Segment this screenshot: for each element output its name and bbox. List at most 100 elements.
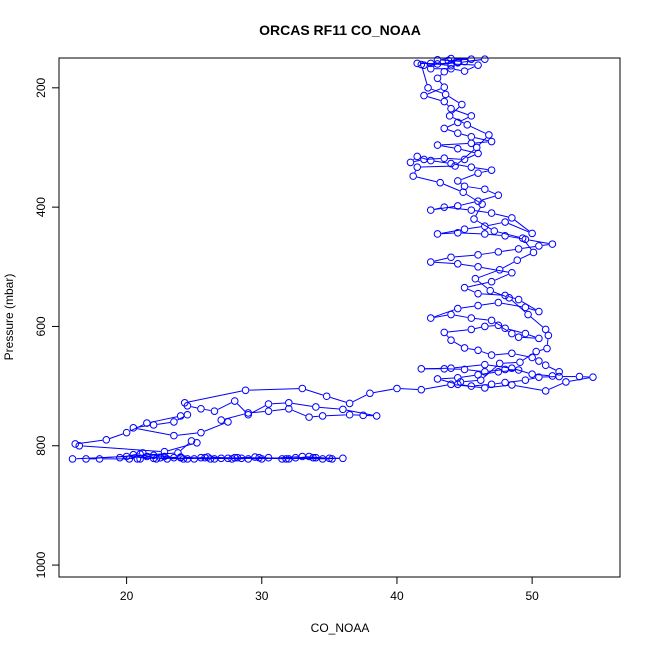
x-tick-label-50: 50 (525, 589, 539, 603)
data-point (170, 431, 178, 440)
data-point (487, 380, 496, 389)
data-point (95, 455, 104, 463)
data-point (102, 435, 111, 444)
data-point (514, 245, 523, 253)
data-point (544, 331, 553, 340)
data-point (521, 376, 530, 384)
series-segment (481, 251, 495, 255)
series-segment (528, 308, 536, 311)
data-point (460, 67, 469, 75)
series-segment (305, 389, 324, 396)
data-point (447, 54, 455, 63)
series-segment (466, 193, 480, 203)
series-segment (460, 117, 469, 122)
data-point (228, 455, 236, 463)
data-point (548, 240, 557, 248)
series-segment (441, 232, 455, 235)
series-segment (460, 182, 462, 185)
data-point (453, 177, 462, 185)
data-point (467, 382, 476, 390)
data-point (501, 324, 509, 333)
data-point (440, 154, 449, 163)
data-point (420, 91, 428, 100)
data-point (467, 206, 476, 214)
data-point (82, 455, 90, 463)
series-segment (502, 248, 515, 252)
series-segment (447, 129, 455, 133)
series-segment (530, 316, 544, 328)
series-layer (68, 54, 597, 463)
series-segment (515, 353, 529, 358)
data-point (152, 455, 161, 463)
data-point (197, 404, 205, 413)
data-point (328, 455, 336, 463)
data-point (251, 453, 259, 461)
data-point (393, 384, 401, 393)
data-point (339, 405, 347, 414)
data-point (495, 265, 504, 274)
series-segment (414, 170, 417, 173)
series-segment (481, 351, 489, 355)
series-segment (454, 163, 468, 168)
series-segment (495, 353, 509, 356)
data-point (495, 359, 504, 368)
data-point (170, 418, 178, 426)
series-segment (157, 421, 171, 425)
series-segment (447, 123, 455, 128)
data-point (453, 144, 462, 153)
data-point (451, 162, 459, 170)
series-segment (495, 382, 502, 385)
data-point (494, 191, 503, 200)
data-point (372, 412, 381, 420)
series-segment (427, 96, 441, 101)
data-point (291, 453, 300, 462)
series-segment (528, 377, 536, 380)
series-segment (441, 143, 468, 146)
series-segment (522, 245, 536, 249)
series-segment (488, 325, 495, 327)
data-point (433, 375, 442, 383)
series-segment (424, 384, 448, 390)
series-segment (475, 318, 488, 321)
data-point (282, 455, 290, 463)
series-segment (188, 390, 242, 403)
series-segment (180, 443, 189, 451)
data-point (467, 55, 476, 63)
data-point (447, 336, 455, 344)
series-segment (441, 145, 455, 149)
series-segment (319, 406, 340, 410)
series-segment (109, 433, 124, 439)
data-point (514, 366, 523, 374)
data-point (445, 112, 454, 120)
data-point (508, 349, 516, 358)
series-segment (373, 388, 394, 394)
data-point (453, 118, 462, 127)
series-segment (441, 58, 448, 60)
data-point (264, 407, 273, 415)
data-point (460, 155, 469, 164)
series-segment (446, 103, 449, 107)
data-point (459, 188, 467, 197)
series-segment (421, 165, 452, 168)
data-point (562, 378, 570, 386)
data-point (420, 61, 428, 69)
series-segment (461, 263, 475, 267)
data-point (413, 152, 422, 161)
data-point (312, 403, 320, 411)
data-point (481, 322, 489, 331)
data-point (409, 172, 417, 180)
data-point (467, 163, 476, 171)
series-segment (461, 133, 468, 137)
data-point (440, 124, 449, 133)
y-tick-label-200: 200 (34, 77, 48, 97)
data-point (474, 251, 482, 259)
series-segment (461, 232, 482, 235)
data-point (476, 376, 485, 384)
series-segment (191, 406, 198, 409)
data-point (589, 373, 597, 381)
series-segment (136, 428, 171, 436)
data-point (474, 346, 482, 355)
data-point (210, 407, 219, 415)
data-point (244, 455, 253, 463)
data-point (481, 367, 489, 376)
